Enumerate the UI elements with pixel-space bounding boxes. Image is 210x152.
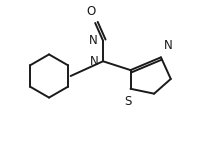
Text: O: O: [87, 5, 96, 18]
Text: S: S: [124, 95, 131, 108]
Text: N: N: [89, 55, 98, 68]
Text: N: N: [164, 39, 173, 52]
Text: N: N: [88, 34, 97, 47]
